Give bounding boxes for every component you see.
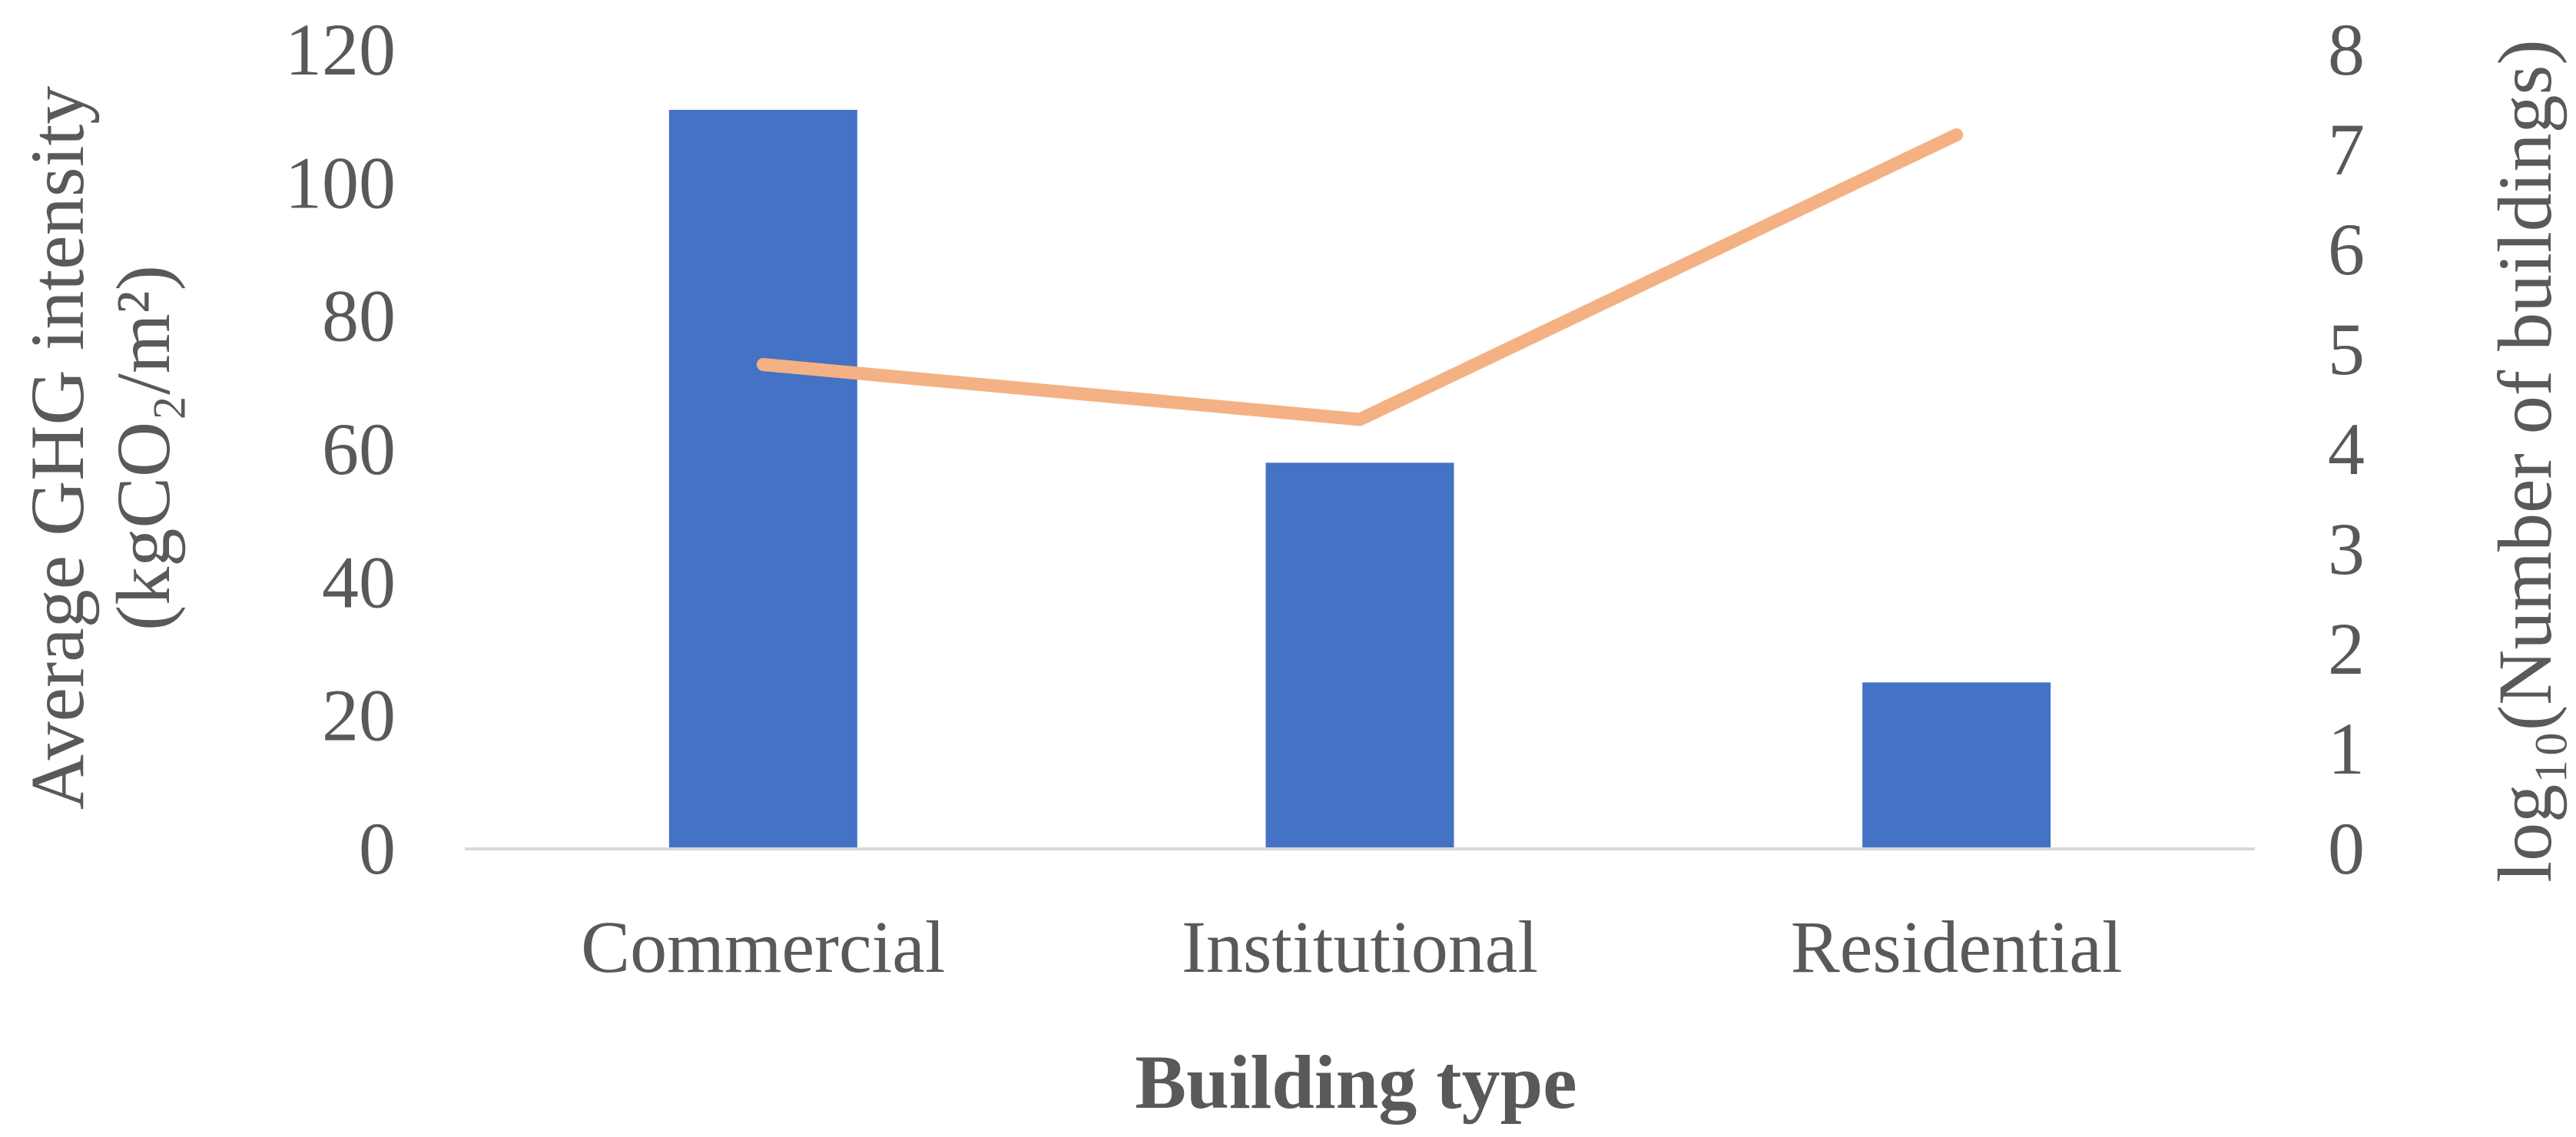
- category-label-residential: Residential: [1791, 906, 2123, 988]
- category-label-institutional: Institutional: [1182, 906, 1538, 988]
- left-tick-label: 120: [285, 8, 396, 91]
- bar-commercial: [668, 110, 857, 849]
- right-tick-label: 1: [2328, 708, 2365, 790]
- left-tick-label: 60: [322, 408, 396, 490]
- line-point-institutional: [1359, 419, 1361, 420]
- line-point-commercial: [762, 363, 764, 366]
- right-tick-label: 4: [2328, 408, 2365, 490]
- category-labels: Commercial Institutional Residential: [581, 906, 2123, 988]
- right-tick-label: 8: [2328, 8, 2365, 91]
- left-axis-ticks: 0 20 40 60 80 100 120: [285, 8, 396, 890]
- line-series-group: [756, 128, 1964, 426]
- right-tick-label: 6: [2328, 208, 2365, 290]
- right-axis-label: log₁₀(Number of buildings): [2482, 39, 2568, 882]
- left-tick-label: 40: [322, 541, 396, 623]
- right-tick-label: 5: [2328, 308, 2365, 390]
- right-axis-ticks: 0 1 2 3 4 5 6 7 8: [2328, 8, 2365, 890]
- left-tick-label: 0: [359, 807, 396, 890]
- left-tick-label: 20: [322, 675, 396, 757]
- right-tick-label: 2: [2328, 608, 2365, 690]
- right-tick-label: 0: [2328, 807, 2365, 890]
- bar-institutional: [1265, 462, 1454, 849]
- category-label-commercial: Commercial: [581, 906, 946, 988]
- left-tick-label: 80: [322, 275, 396, 357]
- x-axis-label: Building type: [1135, 1039, 1576, 1125]
- left-tick-label: 100: [285, 141, 396, 224]
- right-tick-label: 7: [2328, 108, 2365, 191]
- line-series: [756, 128, 1964, 426]
- right-tick-label: 3: [2328, 508, 2365, 590]
- bar-series: [668, 110, 2051, 849]
- bar-residential: [1862, 682, 2051, 849]
- line-point-residential: [1955, 134, 1958, 136]
- left-axis-label-line1: Average GHG intensity: [15, 86, 100, 810]
- left-axis-label-line2: (kgCO₂/m²): [101, 265, 186, 631]
